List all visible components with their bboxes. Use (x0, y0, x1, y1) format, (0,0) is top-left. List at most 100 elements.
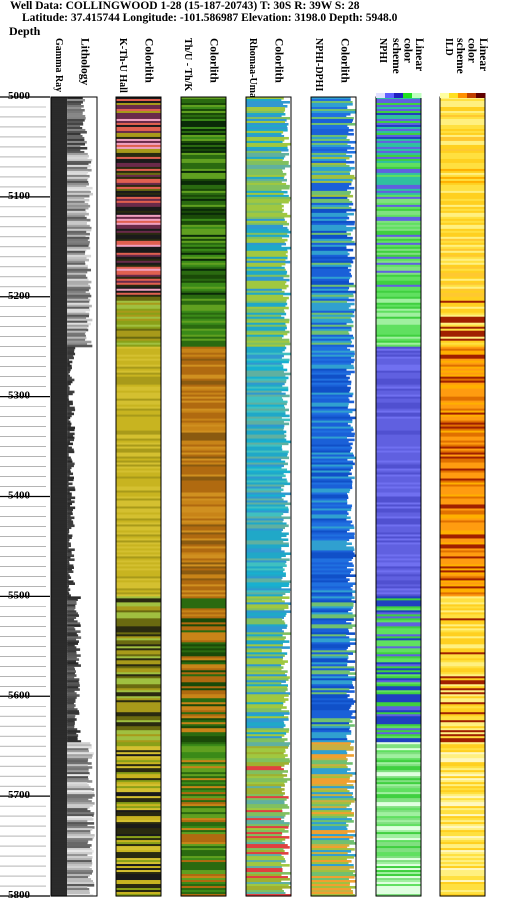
colorlith-band-ild (440, 838, 485, 841)
colorlith-band-nd (311, 184, 350, 188)
colorlith-band-kthu (116, 652, 161, 655)
colorlith-band-kthu (116, 180, 161, 184)
colorlith-band-nphi (376, 306, 421, 310)
colorlith-band-thuk (181, 594, 226, 597)
colorlith-band-nphi (376, 208, 421, 212)
colorlith-band-rho (246, 388, 289, 392)
colorlith-band-ild (440, 328, 485, 332)
colorlith-band-nd (311, 264, 352, 268)
gamma-base (51, 244, 68, 248)
colorlith-band-ild (440, 748, 485, 751)
lithology-band (67, 238, 88, 242)
colorlith-band-ild (440, 618, 485, 621)
gamma-base (51, 442, 68, 446)
colorlith-band-ild (440, 482, 485, 486)
lithology-band (67, 460, 73, 464)
colorlith-band-nphi (376, 712, 421, 715)
colorlith-band-rho (246, 776, 284, 779)
colorlith-band-rho (246, 768, 284, 771)
colorlith-band-nd (311, 402, 349, 406)
colorlith-band-thuk (181, 678, 226, 681)
colorlith-band-nphi (376, 830, 421, 833)
colorlith-band-thuk (181, 696, 226, 699)
colorlith-band-thuk (181, 732, 226, 735)
colorlith-band-nphi (376, 466, 421, 470)
gamma-base (51, 188, 68, 192)
colorlith-band-thuk (181, 432, 226, 436)
colorlith-band-ild (440, 548, 485, 552)
colorlith-band-thuk (181, 332, 226, 336)
colorlith-band-kthu (116, 194, 161, 198)
lithology-band (67, 294, 92, 298)
colorlith-band-rho (246, 142, 291, 146)
colorlith-band-rho (246, 644, 283, 647)
colorlith-band-rho (246, 180, 282, 184)
colorlith-band-thuk (181, 548, 226, 552)
colorlith-band-ild (440, 574, 485, 577)
lithology-band (67, 796, 93, 799)
colorlith-band-nphi (376, 604, 421, 607)
colorlith-band-nphi (376, 494, 421, 498)
colorlith-band-kthu (116, 724, 161, 727)
lithology-band (67, 794, 95, 797)
colorlith-band-nphi (376, 880, 421, 883)
lithology-band (67, 158, 93, 162)
colorlith-band-nd (311, 854, 356, 857)
colorlith-band-ild (440, 452, 485, 456)
colorlith-band-ild (440, 680, 485, 683)
colorlith-band-thuk (181, 814, 226, 817)
colorlith-band-rho (246, 182, 287, 186)
colorlith-band-nd (311, 668, 355, 671)
lithology-band (67, 528, 70, 532)
colorlith-band-kthu (116, 608, 161, 611)
colorlith-band-thuk (181, 520, 226, 524)
colorlith-band-thuk (181, 442, 226, 446)
gamma-base (51, 320, 68, 324)
lithology-band (67, 624, 81, 627)
colorlith-band-nd (311, 422, 348, 426)
colorlith-band-nphi (376, 672, 421, 675)
lithology-band (67, 430, 70, 434)
colorlith-band-nd (311, 568, 354, 572)
colorlith-band-nphi (376, 234, 421, 238)
colorlith-band-rho (246, 672, 286, 675)
colorlith-band-thuk (181, 894, 226, 897)
colorlith-band-kthu (116, 140, 161, 144)
colorlith-band-nphi (376, 742, 421, 745)
lithology-band (67, 370, 70, 374)
colorlith-band-kthu (116, 450, 161, 454)
colorlith-band-nd (311, 114, 347, 118)
lithology-band (67, 496, 76, 500)
colorlith-band-kthu (116, 556, 161, 560)
colorlith-band-nd (311, 554, 356, 558)
colorlith-band-nphi (376, 176, 421, 180)
lithology-band (67, 588, 71, 591)
colorlith-band-thuk (181, 864, 226, 867)
colorlith-band-ild (440, 854, 485, 857)
colorlith-band-nd (311, 468, 351, 472)
colorlith-band-rho (246, 506, 289, 510)
colorlith-band-thuk (181, 590, 226, 593)
colorlith-band-thuk (181, 460, 226, 464)
colorlith-band-ild (440, 184, 485, 188)
colorlith-band-thuk (181, 788, 226, 791)
colorlith-band-thuk (181, 128, 226, 132)
lithology-band (67, 190, 91, 194)
colorlith-band-ild (440, 676, 485, 679)
colorlith-band-kthu (116, 756, 161, 759)
gamma-base (51, 678, 68, 681)
gamma-base (51, 236, 68, 240)
colorlith-band-nd (311, 210, 347, 214)
colorlith-band-ild (440, 180, 485, 184)
lithology-band (67, 402, 73, 406)
colorlith-band-rho (246, 678, 289, 681)
colorlith-band-rho (246, 882, 291, 885)
colorlith-band-kthu (116, 396, 161, 400)
colorlith-band-rho (246, 548, 282, 552)
gamma-base (51, 634, 68, 637)
lithology-band (67, 618, 75, 621)
colorlith-band-thuk (181, 402, 226, 406)
colorlith-band-nd (311, 466, 353, 470)
nphi-dphi-colorlith-title: Colorlith (338, 38, 351, 83)
colorlith-band-ild (440, 208, 485, 212)
